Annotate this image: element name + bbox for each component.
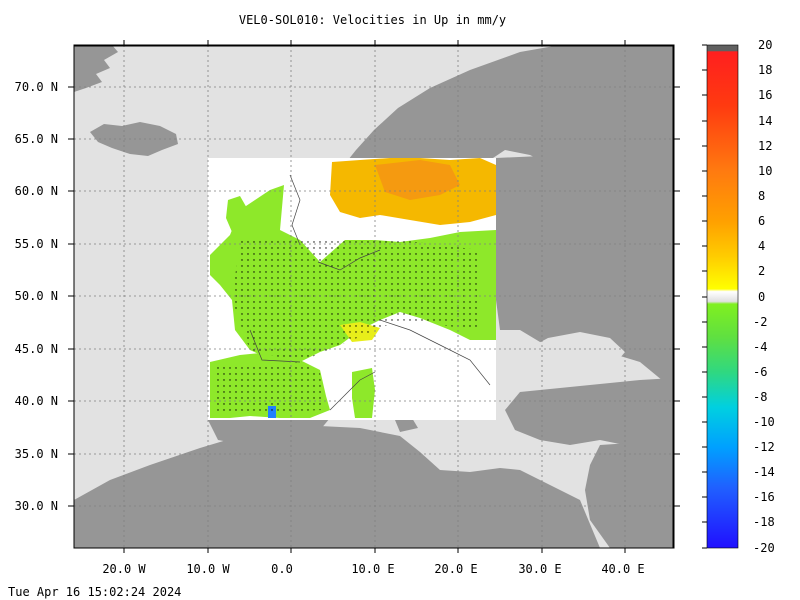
colorbar-label: -10 bbox=[753, 415, 775, 429]
eastern-europe-land bbox=[496, 150, 674, 390]
black-sea bbox=[520, 332, 625, 382]
lon-label: 40.0 E bbox=[601, 562, 644, 576]
colorbar-label: -20 bbox=[753, 541, 775, 555]
coastline-lines bbox=[249, 174, 491, 411]
colorbar-label: -6 bbox=[753, 365, 767, 379]
anatolia-land bbox=[505, 378, 674, 448]
colorbar-label: -2 bbox=[753, 315, 767, 329]
colorbar-ticks bbox=[702, 44, 707, 549]
lat-label: 50.0 N bbox=[15, 289, 58, 303]
colorbar-label: 8 bbox=[758, 189, 765, 203]
velocity-patch-scotland bbox=[226, 196, 248, 232]
colorbar-label: 16 bbox=[758, 88, 772, 102]
lon-label: 20.0 E bbox=[434, 562, 477, 576]
colorbar-label: 0 bbox=[758, 290, 765, 304]
colorbar-label: -8 bbox=[753, 390, 767, 404]
velocity-dots bbox=[232, 240, 480, 362]
colorbar-label: -4 bbox=[753, 340, 767, 354]
lon-label: 0.0 bbox=[271, 562, 293, 576]
lat-label: 45.0 N bbox=[15, 342, 58, 356]
velocity-patch-italy bbox=[352, 368, 375, 418]
lat-label: 60.0 N bbox=[15, 184, 58, 198]
north-africa-land bbox=[74, 426, 600, 548]
map-title: VEL0-SOL010: Velocities in Up in mm/y bbox=[238, 13, 507, 27]
colorbar-label: 6 bbox=[758, 214, 765, 228]
lon-label: 20.0 W bbox=[102, 562, 146, 576]
colorbar-label: 2 bbox=[758, 264, 765, 278]
lat-label: 70.0 N bbox=[15, 80, 58, 94]
colorbar-label: -16 bbox=[753, 490, 775, 504]
middle-east-land bbox=[585, 440, 674, 548]
lat-label: 40.0 N bbox=[15, 394, 58, 408]
lat-label: 35.0 N bbox=[15, 447, 58, 461]
colorbar-label: -12 bbox=[753, 440, 775, 454]
colorbar-label: 20 bbox=[758, 38, 772, 52]
velocity-patch-negative bbox=[268, 406, 276, 418]
colorbar-label: 4 bbox=[758, 239, 765, 253]
colorbar-label: 14 bbox=[758, 114, 772, 128]
lat-label: 65.0 N bbox=[15, 132, 58, 146]
colorbar-label: -18 bbox=[753, 515, 775, 529]
lat-label: 55.0 N bbox=[15, 237, 58, 251]
lon-label: 10.0 E bbox=[351, 562, 394, 576]
colorbar-label: 10 bbox=[758, 164, 772, 178]
colorbar-label: 12 bbox=[758, 139, 772, 153]
velocity-patch-scandinavia-peak bbox=[375, 160, 460, 200]
grid-lines bbox=[74, 45, 674, 548]
colorbar-scale bbox=[706, 44, 739, 549]
sicily-land bbox=[395, 418, 418, 432]
colorbar-label: 18 bbox=[758, 63, 772, 77]
timestamp: Tue Apr 16 15:02:24 2024 bbox=[8, 585, 182, 599]
greenland-land bbox=[74, 45, 118, 92]
lon-label: 30.0 E bbox=[518, 562, 561, 576]
lon-label: 10.0 W bbox=[186, 562, 230, 576]
colorbar-label: -14 bbox=[753, 465, 775, 479]
lat-label: 30.0 N bbox=[15, 499, 58, 513]
